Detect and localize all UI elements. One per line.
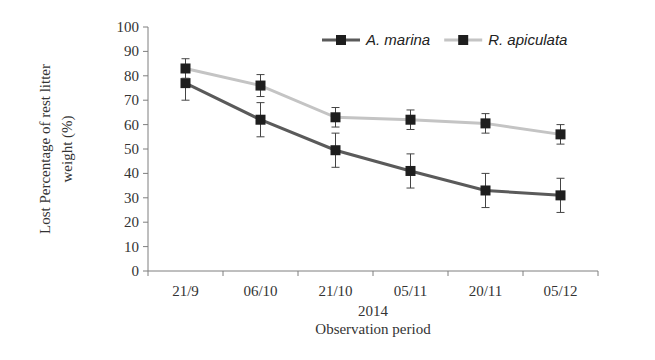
y-tick xyxy=(143,124,148,125)
y-tick-label: 20 xyxy=(124,214,139,230)
error-cap xyxy=(257,102,265,103)
x-tick-label: 05/12 xyxy=(543,283,577,299)
error-cap xyxy=(557,124,565,125)
x-tick xyxy=(598,271,599,276)
x-tick-label: 05/11 xyxy=(394,283,428,299)
y-tick xyxy=(143,27,148,28)
y-tick xyxy=(143,197,148,198)
legend-marker xyxy=(458,35,468,45)
x-sublabel: 2014 xyxy=(358,303,389,319)
y-tick-label: 50 xyxy=(124,141,139,157)
x-tick xyxy=(523,271,524,276)
y-tick-label: 60 xyxy=(124,117,139,133)
y-tick-label: 10 xyxy=(124,239,139,255)
y-tick xyxy=(143,149,148,150)
error-cap xyxy=(332,107,340,108)
error-cap xyxy=(482,133,490,134)
error-cap xyxy=(332,133,340,134)
marker xyxy=(256,81,266,91)
series xyxy=(181,59,566,144)
error-cap xyxy=(482,173,490,174)
legend: A. marina R. apiculata xyxy=(322,31,567,48)
y-tick xyxy=(143,173,148,174)
error-bar xyxy=(257,103,265,137)
x-tick-label: 06/10 xyxy=(243,283,277,299)
error-cap xyxy=(557,144,565,145)
marker xyxy=(331,145,341,155)
marker xyxy=(331,112,341,122)
error-cap xyxy=(557,178,565,179)
marker xyxy=(406,115,416,125)
error-cap xyxy=(482,207,490,208)
error-bar xyxy=(482,114,490,134)
y-tick-label: 90 xyxy=(124,43,139,59)
y-tick-label: 30 xyxy=(124,190,139,206)
x-tick-label: 21/9 xyxy=(172,283,199,299)
error-cap xyxy=(257,74,265,75)
marker xyxy=(556,129,566,139)
error-bar xyxy=(407,154,415,188)
error-cap xyxy=(407,109,415,110)
series-line xyxy=(186,68,561,134)
error-cap xyxy=(182,58,190,59)
error-cap xyxy=(257,136,265,137)
y-tick-label: 70 xyxy=(124,92,139,108)
error-cap xyxy=(332,167,340,168)
marker xyxy=(181,63,191,73)
error-bar xyxy=(482,173,490,207)
series xyxy=(181,66,566,212)
y-tick xyxy=(143,51,148,52)
y-tick-label: 40 xyxy=(124,165,139,181)
marker xyxy=(481,185,491,195)
y-tick xyxy=(143,271,148,272)
error-bar xyxy=(257,75,265,97)
marker xyxy=(481,118,491,128)
legend-label: A. marina xyxy=(365,31,430,48)
error-cap xyxy=(332,127,340,128)
marker xyxy=(406,166,416,176)
error-bar xyxy=(557,125,565,145)
x-label: Observation period xyxy=(315,321,431,337)
marker xyxy=(256,115,266,125)
x-tick-label: 20/11 xyxy=(469,283,503,299)
error-cap xyxy=(407,188,415,189)
x-tick xyxy=(223,271,224,276)
error-cap xyxy=(182,78,190,79)
plot-area xyxy=(181,59,566,213)
x-tick xyxy=(298,271,299,276)
marker xyxy=(556,190,566,200)
error-cap xyxy=(407,129,415,130)
error-cap xyxy=(557,212,565,213)
x-tick xyxy=(448,271,449,276)
y-label: Lost Percentage of rest litter xyxy=(37,64,53,234)
y-tick-label: 0 xyxy=(132,263,140,279)
y-tick xyxy=(143,75,148,76)
y-tick xyxy=(143,222,148,223)
y-tick xyxy=(143,100,148,101)
legend-marker xyxy=(336,35,346,45)
x-tick-label: 21/10 xyxy=(318,283,352,299)
x-tick xyxy=(373,271,374,276)
error-cap xyxy=(257,96,265,97)
series-line xyxy=(186,83,561,195)
y-label: weight (%) xyxy=(59,115,76,182)
y-tick-label: 100 xyxy=(117,19,140,35)
y-tick-label: 80 xyxy=(124,68,139,84)
error-bar xyxy=(557,178,565,212)
error-bar xyxy=(182,59,190,79)
error-bar xyxy=(407,110,415,130)
x-tick xyxy=(148,271,149,276)
y-tick xyxy=(143,246,148,247)
error-bar xyxy=(332,108,340,128)
error-cap xyxy=(482,113,490,114)
chart: 0 10 20 30 40 50 60 70 80 90 100 21/9 06/10 21/10 05/1… xyxy=(0,0,655,360)
marker xyxy=(181,78,191,88)
error-cap xyxy=(182,100,190,101)
legend-label: R. apiculata xyxy=(488,31,567,48)
error-cap xyxy=(407,153,415,154)
error-bar xyxy=(332,133,340,167)
